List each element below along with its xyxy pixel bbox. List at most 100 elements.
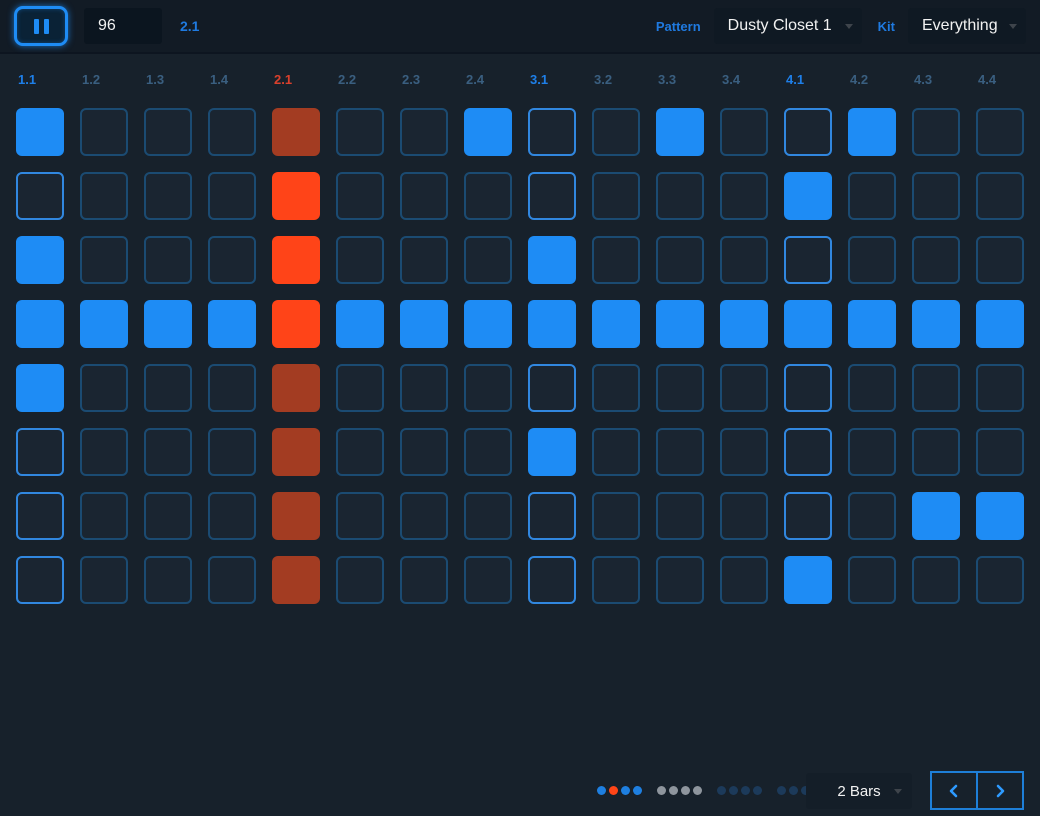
step-cell-row5-4.2[interactable] — [848, 364, 896, 412]
step-cell-row3-4.2[interactable] — [848, 236, 896, 284]
step-cell-row4-2.3[interactable] — [400, 300, 448, 348]
step-cell-row5-4.4[interactable] — [976, 364, 1024, 412]
step-cell-row3-2.2[interactable] — [336, 236, 384, 284]
step-cell-row2-3.3[interactable] — [656, 172, 704, 220]
step-cell-row8-1.3[interactable] — [144, 556, 192, 604]
step-cell-row1-1.3[interactable] — [144, 108, 192, 156]
step-cell-row6-2.3[interactable] — [400, 428, 448, 476]
page-dot-12[interactable] — [753, 786, 762, 795]
page-dot-8[interactable] — [693, 786, 702, 795]
step-cell-row2-1.3[interactable] — [144, 172, 192, 220]
step-cell-row7-2.4[interactable] — [464, 492, 512, 540]
step-cell-row7-3.2[interactable] — [592, 492, 640, 540]
page-dot-1[interactable] — [597, 786, 606, 795]
step-cell-row7-1.2[interactable] — [80, 492, 128, 540]
step-cell-row1-4.1[interactable] — [784, 108, 832, 156]
step-cell-row3-2.1[interactable] — [272, 236, 320, 284]
step-cell-row4-2.2[interactable] — [336, 300, 384, 348]
step-cell-row8-1.1[interactable] — [16, 556, 64, 604]
step-cell-row8-3.4[interactable] — [720, 556, 768, 604]
step-cell-row1-4.4[interactable] — [976, 108, 1024, 156]
page-dot-2[interactable] — [609, 786, 618, 795]
step-cell-row2-1.4[interactable] — [208, 172, 256, 220]
step-cell-row8-3.1[interactable] — [528, 556, 576, 604]
step-cell-row3-3.4[interactable] — [720, 236, 768, 284]
step-cell-row2-2.4[interactable] — [464, 172, 512, 220]
step-cell-row8-4.3[interactable] — [912, 556, 960, 604]
step-cell-row4-1.2[interactable] — [80, 300, 128, 348]
step-cell-row8-3.3[interactable] — [656, 556, 704, 604]
step-cell-row3-3.1[interactable] — [528, 236, 576, 284]
step-cell-row6-3.3[interactable] — [656, 428, 704, 476]
step-cell-row6-4.4[interactable] — [976, 428, 1024, 476]
page-dot-13[interactable] — [777, 786, 786, 795]
step-cell-row1-1.4[interactable] — [208, 108, 256, 156]
step-cell-row2-2.1[interactable] — [272, 172, 320, 220]
step-cell-row8-3.2[interactable] — [592, 556, 640, 604]
step-cell-row2-2.2[interactable] — [336, 172, 384, 220]
step-cell-row4-1.1[interactable] — [16, 300, 64, 348]
page-dot-4[interactable] — [633, 786, 642, 795]
step-cell-row6-3.4[interactable] — [720, 428, 768, 476]
step-cell-row8-4.1[interactable] — [784, 556, 832, 604]
page-dot-6[interactable] — [669, 786, 678, 795]
step-cell-row1-1.1[interactable] — [16, 108, 64, 156]
kit-select[interactable]: Everything — [908, 8, 1026, 44]
step-cell-row5-3.4[interactable] — [720, 364, 768, 412]
step-cell-row4-3.3[interactable] — [656, 300, 704, 348]
step-cell-row2-4.4[interactable] — [976, 172, 1024, 220]
step-cell-row2-3.1[interactable] — [528, 172, 576, 220]
step-cell-row6-2.1[interactable] — [272, 428, 320, 476]
step-cell-row4-1.3[interactable] — [144, 300, 192, 348]
step-cell-row1-3.2[interactable] — [592, 108, 640, 156]
step-cell-row5-2.2[interactable] — [336, 364, 384, 412]
tempo-input[interactable] — [84, 8, 162, 44]
step-cell-row1-3.1[interactable] — [528, 108, 576, 156]
step-cell-row7-2.1[interactable] — [272, 492, 320, 540]
step-cell-row4-4.3[interactable] — [912, 300, 960, 348]
page-dot-5[interactable] — [657, 786, 666, 795]
page-dot-10[interactable] — [729, 786, 738, 795]
step-cell-row2-3.2[interactable] — [592, 172, 640, 220]
step-cell-row7-4.2[interactable] — [848, 492, 896, 540]
pause-button[interactable] — [14, 6, 68, 46]
step-cell-row3-2.4[interactable] — [464, 236, 512, 284]
step-cell-row6-1.4[interactable] — [208, 428, 256, 476]
step-cell-row3-3.2[interactable] — [592, 236, 640, 284]
step-cell-row4-2.1[interactable] — [272, 300, 320, 348]
step-cell-row2-1.1[interactable] — [16, 172, 64, 220]
step-cell-row5-1.4[interactable] — [208, 364, 256, 412]
step-cell-row5-2.3[interactable] — [400, 364, 448, 412]
step-cell-row7-3.4[interactable] — [720, 492, 768, 540]
step-cell-row5-3.1[interactable] — [528, 364, 576, 412]
step-cell-row3-1.4[interactable] — [208, 236, 256, 284]
step-cell-row7-1.3[interactable] — [144, 492, 192, 540]
step-cell-row4-3.4[interactable] — [720, 300, 768, 348]
step-cell-row2-4.2[interactable] — [848, 172, 896, 220]
page-dot-3[interactable] — [621, 786, 630, 795]
step-cell-row6-4.3[interactable] — [912, 428, 960, 476]
step-cell-row6-1.2[interactable] — [80, 428, 128, 476]
prev-page-button[interactable] — [930, 771, 978, 810]
step-cell-row5-3.3[interactable] — [656, 364, 704, 412]
step-cell-row5-2.4[interactable] — [464, 364, 512, 412]
step-cell-row4-1.4[interactable] — [208, 300, 256, 348]
step-cell-row6-3.1[interactable] — [528, 428, 576, 476]
step-cell-row2-2.3[interactable] — [400, 172, 448, 220]
step-cell-row5-4.1[interactable] — [784, 364, 832, 412]
step-cell-row7-4.4[interactable] — [976, 492, 1024, 540]
step-cell-row2-4.3[interactable] — [912, 172, 960, 220]
step-cell-row3-1.1[interactable] — [16, 236, 64, 284]
step-cell-row5-3.2[interactable] — [592, 364, 640, 412]
step-cell-row7-4.3[interactable] — [912, 492, 960, 540]
step-cell-row8-1.2[interactable] — [80, 556, 128, 604]
step-cell-row6-1.3[interactable] — [144, 428, 192, 476]
step-cell-row4-4.4[interactable] — [976, 300, 1024, 348]
step-cell-row4-3.1[interactable] — [528, 300, 576, 348]
step-cell-row6-2.2[interactable] — [336, 428, 384, 476]
step-cell-row1-2.1[interactable] — [272, 108, 320, 156]
step-cell-row5-1.2[interactable] — [80, 364, 128, 412]
step-cell-row1-3.3[interactable] — [656, 108, 704, 156]
step-cell-row3-4.4[interactable] — [976, 236, 1024, 284]
step-cell-row5-2.1[interactable] — [272, 364, 320, 412]
